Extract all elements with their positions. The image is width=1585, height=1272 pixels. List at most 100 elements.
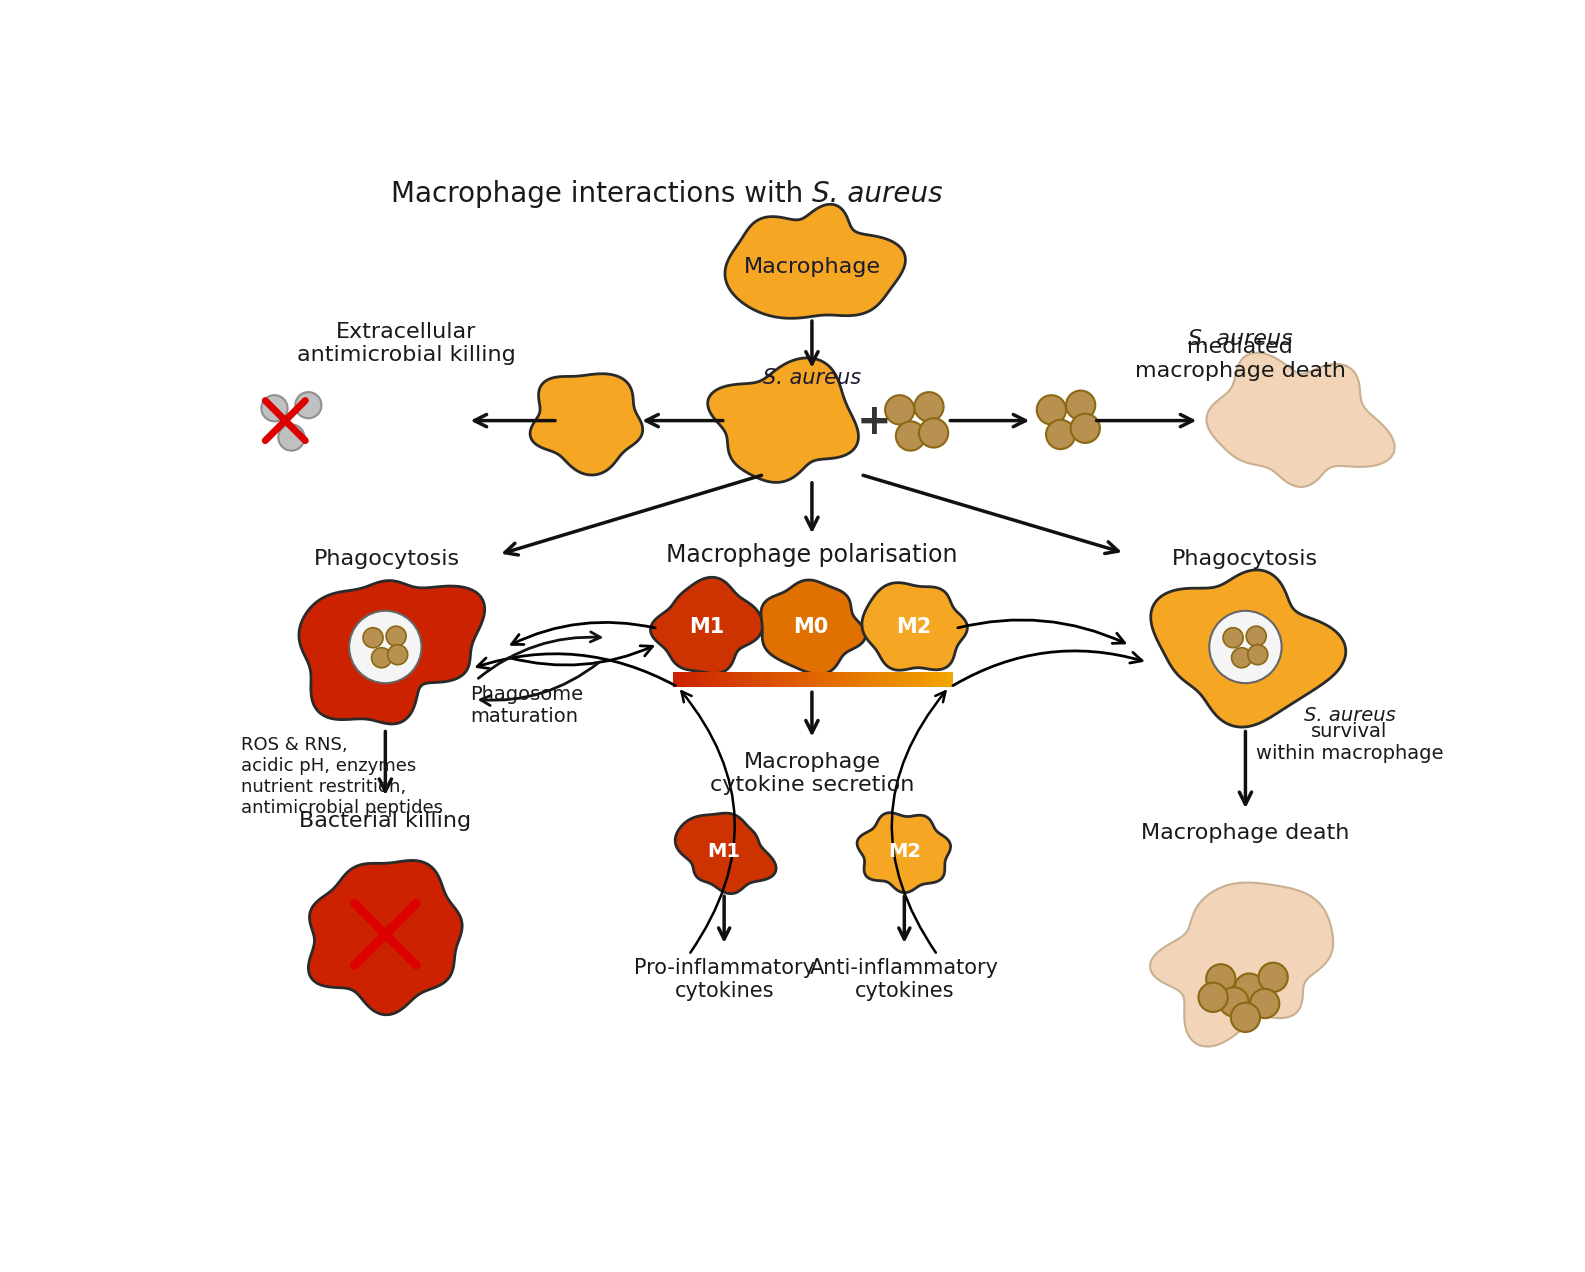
Circle shape xyxy=(1224,627,1243,647)
Bar xyxy=(685,672,686,687)
Text: S. aureus: S. aureus xyxy=(812,181,943,209)
Polygon shape xyxy=(675,813,777,894)
Bar xyxy=(926,672,927,687)
Bar xyxy=(762,672,764,687)
Bar xyxy=(875,672,877,687)
Bar xyxy=(940,672,941,687)
Bar xyxy=(742,672,743,687)
Circle shape xyxy=(919,418,948,448)
Polygon shape xyxy=(300,580,485,724)
Circle shape xyxy=(387,626,406,646)
Text: mediated
macrophage death: mediated macrophage death xyxy=(1135,337,1346,380)
Bar xyxy=(726,672,728,687)
Bar xyxy=(816,672,818,687)
Bar xyxy=(902,672,903,687)
Bar xyxy=(843,672,845,687)
Bar xyxy=(702,672,704,687)
Bar xyxy=(888,672,891,687)
Circle shape xyxy=(1067,391,1095,420)
Bar xyxy=(796,672,797,687)
Bar xyxy=(737,672,739,687)
Polygon shape xyxy=(708,357,859,482)
Bar xyxy=(813,672,815,687)
Bar xyxy=(785,672,786,687)
Bar xyxy=(740,672,742,687)
Polygon shape xyxy=(1151,570,1346,728)
Bar xyxy=(761,672,762,687)
Polygon shape xyxy=(1151,883,1333,1047)
Bar xyxy=(758,672,759,687)
Bar xyxy=(848,672,850,687)
Bar xyxy=(691,672,693,687)
Bar xyxy=(842,672,843,687)
Polygon shape xyxy=(862,583,967,670)
Bar xyxy=(759,672,761,687)
Bar xyxy=(929,672,930,687)
Bar xyxy=(810,672,812,687)
Bar xyxy=(857,672,859,687)
Bar xyxy=(930,672,932,687)
Polygon shape xyxy=(761,580,865,674)
Bar xyxy=(751,672,754,687)
Bar xyxy=(728,672,731,687)
Bar xyxy=(913,672,915,687)
Bar xyxy=(924,672,927,687)
Text: M2: M2 xyxy=(888,842,921,861)
Bar xyxy=(808,672,810,687)
Bar xyxy=(869,672,870,687)
Bar xyxy=(856,672,857,687)
Bar xyxy=(764,672,767,687)
Bar xyxy=(840,672,842,687)
Text: Macrophage interactions with: Macrophage interactions with xyxy=(391,181,812,209)
Bar xyxy=(731,672,732,687)
Circle shape xyxy=(295,392,322,418)
Bar xyxy=(883,672,884,687)
Bar xyxy=(756,672,758,687)
Circle shape xyxy=(1198,983,1228,1013)
Bar xyxy=(680,672,682,687)
Text: survival
within macrophage: survival within macrophage xyxy=(1255,722,1442,763)
Bar xyxy=(718,672,720,687)
Bar xyxy=(724,672,726,687)
Bar xyxy=(922,672,924,687)
Bar xyxy=(943,672,945,687)
Bar xyxy=(708,672,710,687)
Bar xyxy=(805,672,807,687)
Circle shape xyxy=(1258,963,1287,992)
Bar xyxy=(682,672,683,687)
Bar xyxy=(845,672,846,687)
Bar xyxy=(812,672,813,687)
Bar xyxy=(713,672,715,687)
Polygon shape xyxy=(857,813,951,893)
Bar xyxy=(696,672,697,687)
Circle shape xyxy=(1070,413,1100,443)
Bar xyxy=(935,672,937,687)
Bar xyxy=(899,672,902,687)
Bar xyxy=(791,672,792,687)
Bar xyxy=(864,672,865,687)
Bar xyxy=(712,672,713,687)
Circle shape xyxy=(1206,964,1235,993)
Bar xyxy=(946,672,948,687)
Bar xyxy=(837,672,838,687)
Bar xyxy=(674,672,675,687)
Text: Phagocytosis: Phagocytosis xyxy=(314,550,460,569)
Bar xyxy=(780,672,781,687)
Bar xyxy=(911,672,913,687)
Bar xyxy=(797,672,799,687)
Bar xyxy=(872,672,873,687)
Text: Phagocytosis: Phagocytosis xyxy=(1173,550,1319,569)
Bar xyxy=(891,672,892,687)
Bar xyxy=(686,672,688,687)
Bar xyxy=(899,672,900,687)
Bar xyxy=(783,672,785,687)
Text: M2: M2 xyxy=(896,617,932,637)
Circle shape xyxy=(915,392,943,421)
Bar xyxy=(694,672,696,687)
Bar xyxy=(715,672,718,687)
Bar xyxy=(823,672,824,687)
Bar xyxy=(734,672,735,687)
Bar xyxy=(715,672,716,687)
Bar xyxy=(851,672,853,687)
Bar xyxy=(934,672,935,687)
